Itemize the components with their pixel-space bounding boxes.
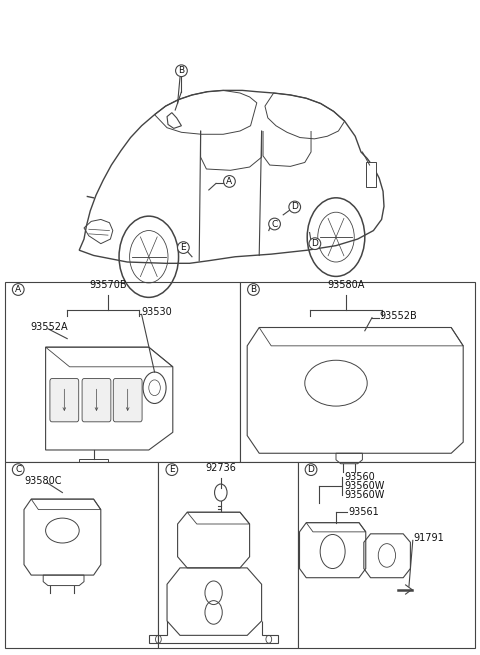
Text: D: D xyxy=(291,202,298,212)
Text: D: D xyxy=(312,239,318,248)
Text: C: C xyxy=(271,219,278,229)
FancyBboxPatch shape xyxy=(113,379,142,422)
Text: 93570B: 93570B xyxy=(89,280,127,290)
Text: B: B xyxy=(179,66,184,75)
Text: C: C xyxy=(15,465,22,474)
Text: 93530: 93530 xyxy=(142,307,172,318)
Text: 93580A: 93580A xyxy=(327,280,364,290)
FancyBboxPatch shape xyxy=(5,282,240,462)
Text: E: E xyxy=(169,465,175,474)
Text: 93580C: 93580C xyxy=(24,476,61,487)
FancyBboxPatch shape xyxy=(5,462,158,648)
FancyBboxPatch shape xyxy=(240,282,475,462)
FancyBboxPatch shape xyxy=(158,462,298,648)
Text: A: A xyxy=(227,177,232,186)
Text: 93552A: 93552A xyxy=(30,322,68,333)
FancyBboxPatch shape xyxy=(298,462,475,648)
Text: B: B xyxy=(251,285,256,294)
Text: 93560W: 93560W xyxy=(345,481,385,491)
FancyBboxPatch shape xyxy=(366,162,376,187)
FancyBboxPatch shape xyxy=(50,379,79,422)
Text: E: E xyxy=(180,243,186,252)
Text: 93561: 93561 xyxy=(348,507,379,517)
Text: 91791: 91791 xyxy=(414,533,444,544)
Text: A: A xyxy=(15,285,21,294)
Text: 93560: 93560 xyxy=(345,472,375,482)
Text: 92736: 92736 xyxy=(205,463,236,473)
FancyBboxPatch shape xyxy=(82,379,111,422)
Text: 93552B: 93552B xyxy=(379,310,417,321)
Text: 93560W: 93560W xyxy=(345,490,385,500)
Text: D: D xyxy=(308,465,314,474)
